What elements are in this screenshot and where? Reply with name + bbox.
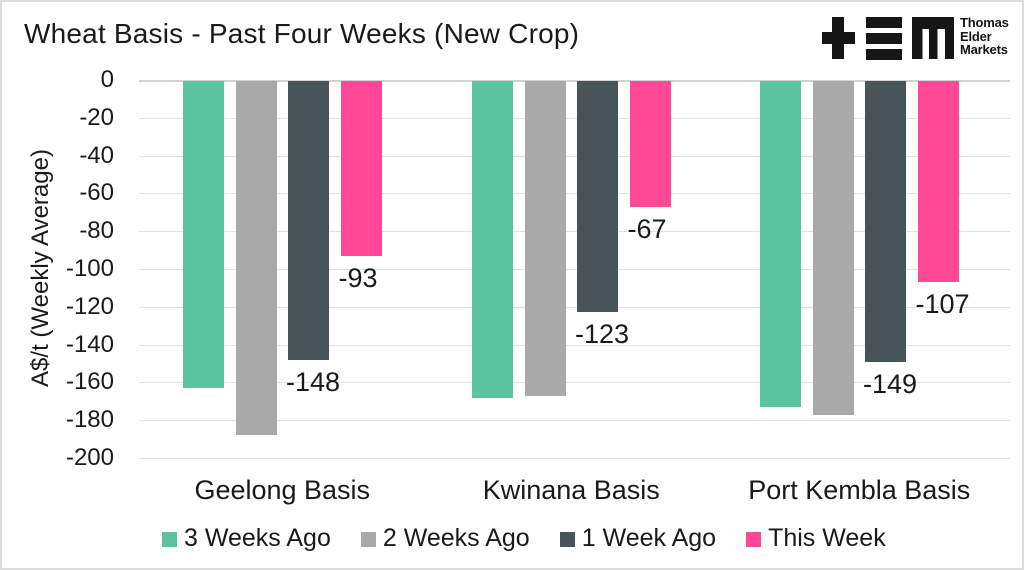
logo-word-line: Elder	[960, 28, 992, 44]
grid-line	[139, 156, 1010, 157]
legend: 3 Weeks Ago 2 Weeks Ago 1 Week Ago This Wee…	[162, 524, 886, 553]
bar	[577, 81, 618, 312]
x-category-label: Port Kembla Basis	[748, 475, 971, 505]
legend-item: 3 Weeks Ago	[162, 524, 331, 553]
grid-line	[139, 382, 1010, 383]
bar-value-label: -123	[575, 319, 630, 349]
y-tick-label: -140	[65, 331, 114, 358]
bar	[629, 81, 671, 207]
bar	[235, 81, 277, 435]
legend-label: This Week	[768, 524, 886, 552]
grid-line	[139, 458, 1010, 459]
legend-swatch-icon	[746, 532, 762, 547]
y-tick-label: 0	[100, 66, 114, 93]
bar	[917, 81, 959, 282]
grid-line	[139, 269, 1010, 270]
bar-value-label: -107	[915, 289, 970, 319]
legend-label: 2 Weeks Ago	[382, 524, 530, 552]
grid-line	[139, 193, 1010, 194]
bar-value-label: -149	[863, 369, 918, 399]
legend-label: 3 Weeks Ago	[184, 524, 331, 552]
x-category-label: Kwinana Basis	[482, 475, 660, 505]
bar	[340, 81, 382, 256]
grid-line	[139, 420, 1010, 421]
legend-item: 2 Weeks Ago	[360, 524, 530, 553]
y-tick-label: -120	[65, 293, 114, 320]
legend-item: This Week	[746, 524, 886, 553]
bar-value-label: -148	[286, 367, 341, 397]
y-tick-label: -80	[79, 217, 114, 244]
bar	[812, 81, 854, 415]
y-tick-label: -180	[65, 406, 114, 433]
legend-label: 1 Week Ago	[581, 524, 717, 552]
y-tick-label: -160	[65, 368, 114, 395]
y-tick-label: -40	[79, 142, 114, 169]
bar	[472, 81, 513, 398]
y-tick-label: -200	[65, 444, 114, 471]
grid-line	[139, 345, 1010, 346]
bar	[524, 81, 566, 396]
bar	[760, 81, 801, 407]
bar-value-label: -67	[627, 214, 667, 244]
y-tick-label: -60	[79, 179, 114, 206]
logo-word-line: Thomas	[960, 15, 1009, 30]
logo-word-line: Markets	[960, 42, 1008, 57]
x-category-label: Geelong Basis	[194, 475, 371, 505]
bar	[183, 81, 224, 388]
tem-monogram-icon	[822, 17, 954, 60]
logo-wordmark: Thomas Elder Markets	[960, 16, 1009, 57]
bar-value-label: -93	[338, 263, 378, 293]
zero-gridline	[139, 80, 1010, 82]
grid-line	[139, 118, 1010, 119]
grid-line	[139, 307, 1010, 308]
y-tick-label: -20	[79, 104, 114, 131]
bar	[865, 81, 906, 362]
legend-item: 1 Week Ago	[559, 524, 717, 553]
legend-swatch-icon	[162, 532, 177, 547]
bar	[288, 81, 329, 360]
legend-swatch-icon	[559, 532, 575, 547]
grid-line	[139, 231, 1010, 232]
chart-title: Wheat Basis - Past Four Weeks (New Crop)	[24, 18, 580, 49]
legend-swatch-icon	[360, 532, 376, 547]
y-tick-label: -100	[65, 255, 114, 282]
